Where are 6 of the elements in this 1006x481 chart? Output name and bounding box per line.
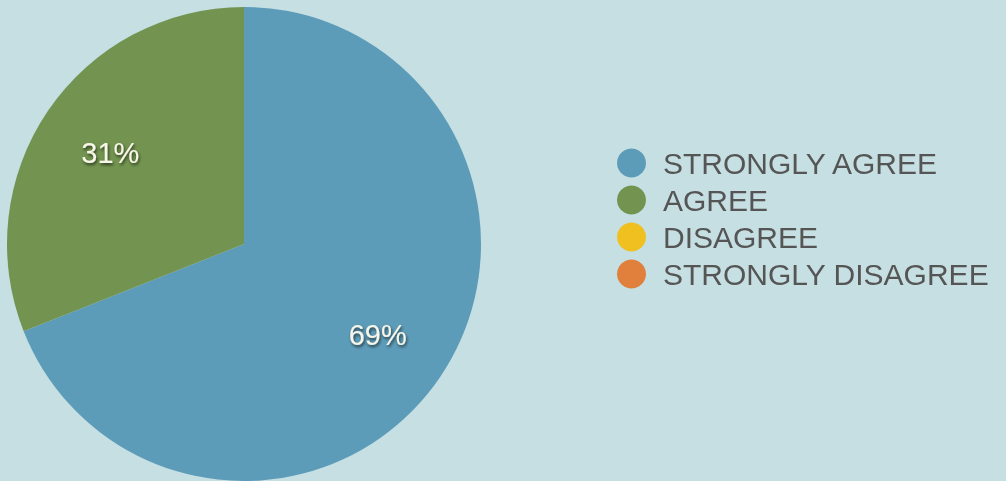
legend-label: AGREE (663, 183, 769, 217)
data-label: 69% (348, 318, 407, 351)
data-label: 31% (81, 137, 140, 170)
legend-label: STRONGLY AGREE (663, 146, 937, 180)
legend-label: STRONGLY DISAGREE (663, 257, 989, 291)
legend-label: DISAGREE (663, 220, 819, 254)
